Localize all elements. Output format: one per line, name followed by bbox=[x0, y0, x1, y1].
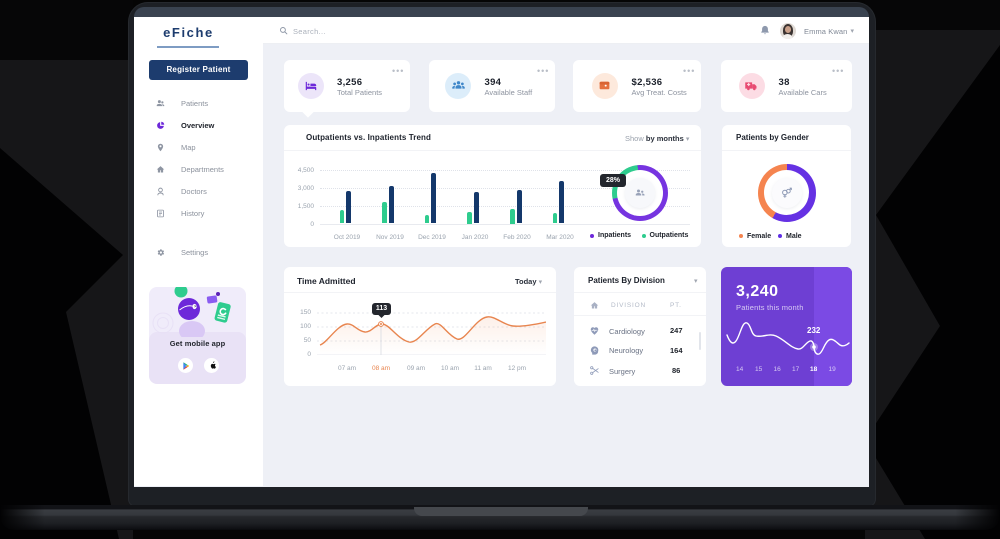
svg-text:232: 232 bbox=[807, 326, 821, 335]
